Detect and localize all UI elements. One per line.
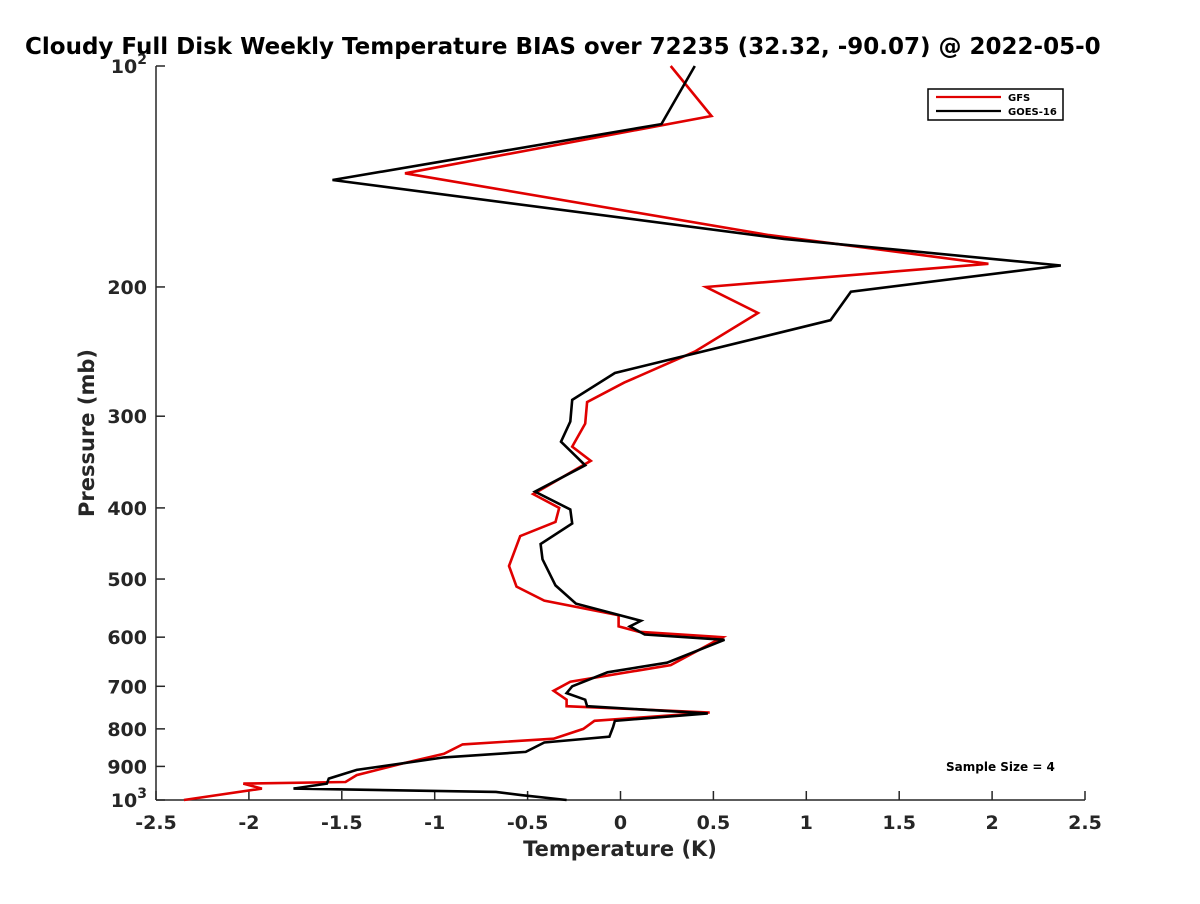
x-tick-label: 1.5	[882, 812, 916, 834]
y-tick-label: 103	[111, 786, 147, 812]
series-line-goes16	[293, 65, 1061, 802]
y-tick-label: 400	[107, 498, 147, 520]
x-tick-label: 1	[800, 812, 813, 834]
x-tick-label: -1	[424, 812, 445, 834]
legend-box	[927, 88, 1064, 121]
x-tick-label: -2	[238, 812, 259, 834]
chart-title: Cloudy Full Disk Weekly Temperature BIAS…	[25, 34, 1101, 60]
x-tick-label: -1.5	[321, 812, 363, 834]
series-line-gfs	[183, 65, 989, 802]
y-tick-label: 200	[107, 277, 147, 299]
series-layer	[183, 65, 1061, 802]
x-axis-ticks: -2.5 -2 -1.5 -1 -0.5 0 0.5 1 1.5 2 2.5	[135, 791, 1102, 834]
y-tick-label: 300	[107, 406, 147, 428]
y-tick-label: 900	[107, 756, 147, 778]
y-tick-label: 600	[107, 627, 147, 649]
y-tick-label: 800	[107, 719, 147, 741]
x-axis-label: Temperature (K)	[523, 837, 717, 861]
x-tick-label: 0.5	[697, 812, 731, 834]
x-tick-label: -2.5	[135, 812, 177, 834]
x-tick-label: 2	[985, 812, 998, 834]
y-tick-label: 102	[111, 52, 147, 78]
x-tick-label: 2.5	[1068, 812, 1102, 834]
x-tick-label: -0.5	[507, 812, 549, 834]
y-axis-label: Pressure (mb)	[75, 349, 99, 517]
legend: GFS GOES-16	[927, 88, 1064, 121]
axes-frame	[155, 66, 1085, 801]
sample-size-annotation: Sample Size = 4	[946, 760, 1055, 774]
x-tick-label: 0	[614, 812, 627, 834]
legend-label-goes16: GOES-16	[1008, 107, 1057, 118]
y-tick-label: 500	[107, 569, 147, 591]
legend-label-gfs: GFS	[1008, 93, 1030, 104]
y-tick-label: 700	[107, 676, 147, 698]
y-axis-ticks: 102 200 300 400 500 600 700 800 900 103	[107, 52, 165, 812]
